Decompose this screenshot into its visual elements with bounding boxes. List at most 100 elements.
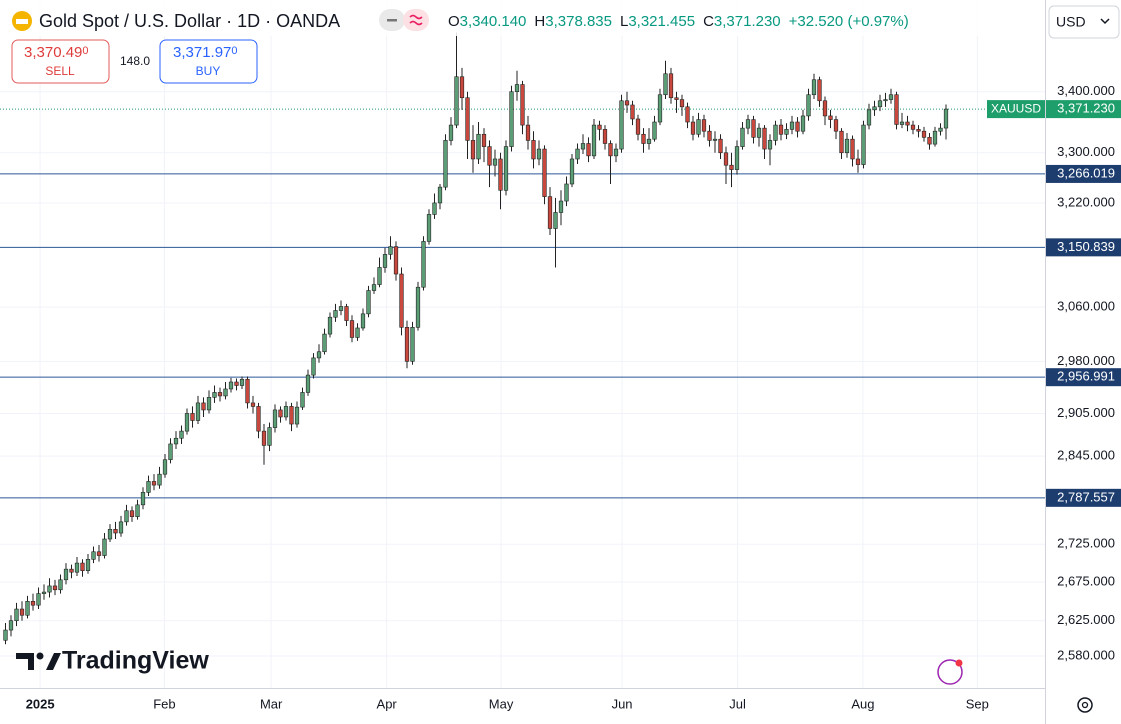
ai-icon[interactable] [937, 659, 963, 685]
candle-body [399, 273, 404, 328]
sell-pip: 0 [82, 45, 88, 57]
symbol-label-bg [987, 100, 1045, 119]
symbol-label: XAUUSD [991, 101, 1041, 115]
candle-body [762, 127, 767, 150]
last-label-bg [1046, 100, 1121, 119]
candle-body [8, 620, 14, 631]
x-tick-label: May [489, 696, 514, 711]
candle-body [855, 158, 861, 165]
candle-body [14, 608, 19, 621]
buy-pip: 0 [231, 45, 237, 57]
ohlc-value: 3,321.455 [628, 13, 695, 30]
candle-body [261, 430, 267, 446]
candle-body [888, 94, 894, 100]
candle-body [272, 409, 278, 428]
candle-body [619, 100, 624, 150]
candle-body [443, 140, 448, 188]
candle-body [157, 473, 162, 486]
buy-button[interactable] [159, 39, 258, 84]
candle-body [239, 378, 245, 386]
sell-price-main: 3,370.49 [24, 44, 82, 61]
candle-body [410, 327, 415, 362]
x-tick-label: Sep [966, 696, 989, 711]
candle-body [316, 351, 322, 359]
ohlc-value: 3,378.835 [545, 13, 612, 30]
candle-body [707, 130, 712, 141]
candle-body [80, 562, 85, 571]
logo-dot [36, 652, 44, 660]
candle-body [256, 406, 261, 432]
candle-body [921, 130, 927, 138]
candle-body [69, 568, 74, 573]
candle-body [179, 430, 184, 439]
candle-body [250, 402, 256, 407]
ohlc-value: 3,371.230 [714, 13, 781, 30]
candle-body [91, 551, 96, 560]
candle-body [63, 568, 69, 581]
candle-body [668, 73, 674, 99]
candle-body [30, 601, 36, 606]
candle-body [751, 119, 756, 138]
level-label-bg [1046, 164, 1121, 183]
candle-body [927, 137, 932, 145]
candle-body [630, 104, 635, 120]
candle-body [564, 183, 569, 202]
candle-body [778, 124, 784, 135]
candle-body [151, 481, 157, 486]
candle-body [866, 109, 872, 126]
x-tick-label: Jun [612, 696, 633, 711]
candle-body [503, 146, 509, 191]
candle-body [932, 130, 938, 145]
candle-body [883, 99, 888, 102]
candle-body [723, 152, 729, 166]
level-label: 2,787.557 [1057, 489, 1115, 504]
watermark: TradingView [16, 647, 209, 675]
candle-body [806, 94, 811, 117]
sell-button[interactable] [11, 39, 110, 84]
currency-button[interactable] [1048, 5, 1120, 39]
candle-body [162, 459, 168, 475]
candle-body [718, 138, 723, 154]
candle-body [591, 124, 597, 157]
candle-body [36, 593, 41, 606]
candle-body [899, 121, 905, 125]
candle-body [448, 124, 454, 141]
candle-body [388, 246, 393, 255]
buy-price: 3,371.970 [173, 44, 238, 61]
candle-body [679, 99, 685, 108]
candle-body [712, 138, 718, 141]
y-tick-label: 2,580.000 [1057, 647, 1115, 662]
candle-body [25, 601, 30, 616]
candle-body [465, 97, 470, 141]
settings-icon[interactable] [1077, 697, 1093, 713]
chevron [1100, 18, 1110, 25]
candle-body [652, 121, 657, 140]
x-tick-label: 2025 [26, 696, 55, 711]
candle-body [3, 629, 8, 641]
candle-body [800, 115, 806, 132]
candle-body [437, 186, 443, 204]
candle-body [745, 119, 751, 129]
candle-body [124, 510, 129, 523]
candle-body [789, 121, 795, 130]
symbol-title[interactable]: Gold Spot / U.S. Dollar · 1D · OANDA [39, 11, 340, 31]
toggle-icon [387, 19, 397, 22]
candle-body [657, 94, 663, 123]
candle-body [696, 119, 701, 135]
candle-body [740, 127, 745, 147]
candle-body [234, 381, 239, 386]
candle-body [168, 443, 173, 461]
level-label-bg [1046, 368, 1121, 387]
ohlc-key: H [534, 13, 545, 30]
candle-body [487, 146, 492, 166]
grid [0, 0, 1045, 688]
toggle-button[interactable] [403, 9, 429, 31]
candle-body [756, 127, 762, 138]
y-tick-label: 3,220.000 [1057, 194, 1115, 209]
candle-body [85, 559, 91, 571]
candle-body [690, 121, 696, 135]
candle-body [206, 397, 212, 411]
candle-body [910, 124, 916, 130]
